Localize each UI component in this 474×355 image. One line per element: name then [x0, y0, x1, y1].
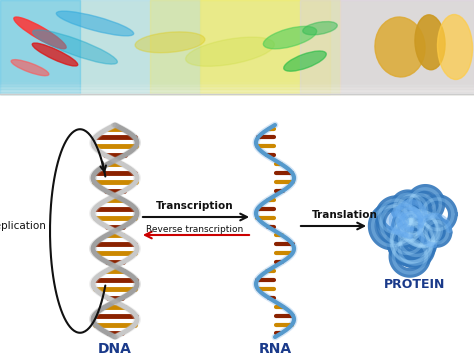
Ellipse shape [264, 26, 317, 49]
Text: RNA: RNA [258, 342, 292, 355]
Bar [300, 0, 474, 94]
Bar [0, 89, 474, 91]
Bar [340, 0, 474, 94]
Bar [0, 88, 474, 89]
Text: PROTEIN: PROTEIN [384, 278, 446, 291]
Bar [200, 0, 340, 94]
Text: Replication: Replication [0, 221, 46, 231]
Ellipse shape [415, 15, 445, 70]
Text: DNA: DNA [98, 342, 132, 355]
Bar [0, 93, 474, 94]
Text: Translation: Translation [312, 210, 378, 220]
Bar [0, 0, 200, 94]
Ellipse shape [56, 11, 134, 36]
Ellipse shape [186, 37, 274, 66]
Bar [0, 0, 80, 94]
Text: Transcription: Transcription [156, 201, 234, 211]
Bar [0, 85, 474, 87]
Bar [0, 83, 474, 85]
Bar [150, 0, 330, 94]
Ellipse shape [14, 17, 66, 49]
Bar [0, 87, 474, 88]
Ellipse shape [438, 15, 473, 80]
Ellipse shape [11, 60, 49, 76]
Ellipse shape [303, 22, 337, 35]
Ellipse shape [135, 32, 205, 53]
Ellipse shape [284, 51, 326, 71]
Ellipse shape [375, 17, 425, 77]
Bar [0, 91, 474, 93]
Bar [0, 0, 474, 94]
Text: Reverse transcription: Reverse transcription [146, 225, 244, 234]
Ellipse shape [33, 30, 118, 64]
Ellipse shape [32, 43, 78, 66]
Bar [0, 82, 474, 83]
